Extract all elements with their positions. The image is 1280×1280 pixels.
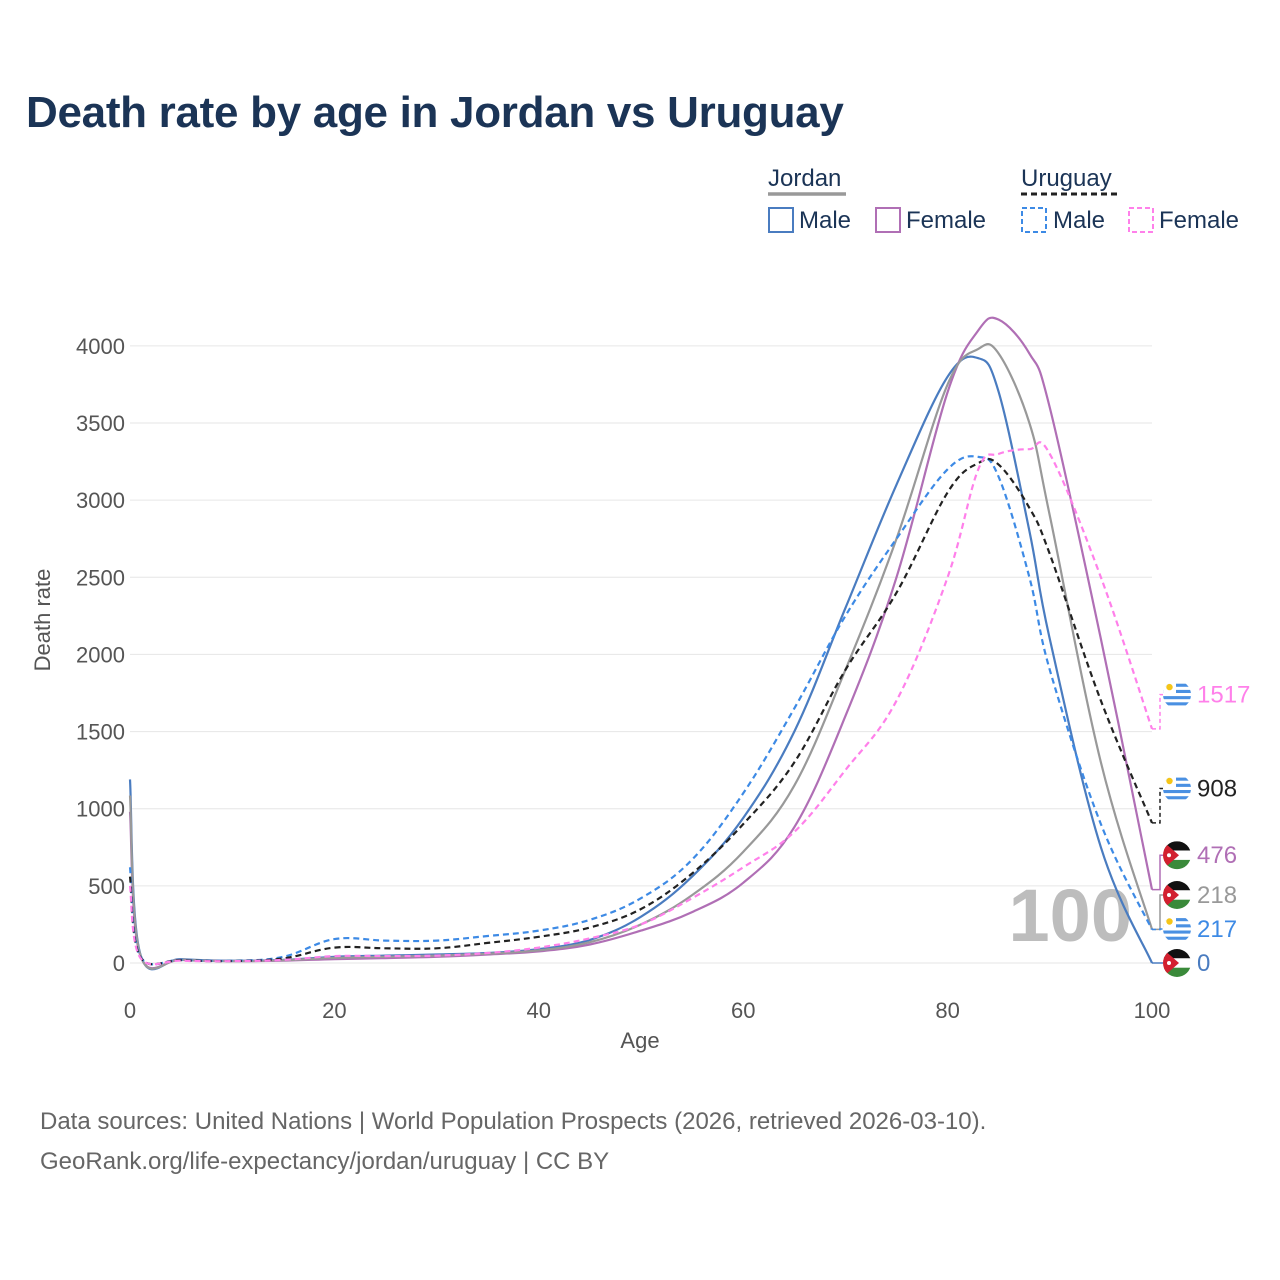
y-tick-label: 3500 bbox=[76, 411, 125, 436]
y-tick-label: 2000 bbox=[76, 642, 125, 667]
footer-sources: Data sources: United Nations | World Pop… bbox=[40, 1108, 987, 1135]
jordan-flag-icon bbox=[1163, 881, 1191, 909]
uruguay-flag-icon bbox=[1163, 680, 1191, 709]
legend-group-uruguay[interactable]: Uruguay Male Female bbox=[1021, 165, 1239, 234]
series-line-jordan-female[interactable] bbox=[128, 316, 1154, 970]
end-label-connector bbox=[1152, 928, 1163, 931]
x-tick-label: 60 bbox=[731, 998, 755, 1023]
x-tick-label: 0 bbox=[124, 998, 136, 1023]
legend-uruguay-female-label: Female bbox=[1159, 207, 1239, 234]
x-tick-label: 40 bbox=[527, 998, 551, 1023]
legend-jordan-male-swatch bbox=[768, 207, 794, 233]
legend-group-jordan[interactable]: Jordan Male Female bbox=[768, 165, 986, 234]
end-label-value: 1517 bbox=[1197, 682, 1250, 709]
end-label-connector bbox=[1152, 854, 1163, 891]
gridlines bbox=[130, 345, 1152, 964]
y-axis-title: Death rate bbox=[30, 569, 55, 672]
y-tick-label: 1000 bbox=[76, 797, 125, 822]
footer-credit[interactable]: GeoRank.org/life-expectancy/jordan/urugu… bbox=[40, 1148, 610, 1175]
legend-group-uruguay-label: Uruguay bbox=[1021, 165, 1112, 192]
jordan-flag-icon bbox=[1163, 949, 1191, 977]
end-label-value: 217 bbox=[1197, 916, 1237, 943]
x-axis-title: Age bbox=[620, 1028, 659, 1053]
x-tick-label: 100 bbox=[1134, 998, 1171, 1023]
uruguay-flag-icon bbox=[1163, 774, 1191, 803]
jordan-flag-icon bbox=[1163, 841, 1191, 870]
y-tick-label: 500 bbox=[88, 874, 125, 899]
series-line-jordan-male[interactable] bbox=[128, 355, 1154, 971]
y-tick-label: 2500 bbox=[76, 565, 125, 590]
end-label-connector bbox=[1152, 894, 1163, 931]
x-axis-ticks: 0 20 40 60 80 100 bbox=[124, 998, 1170, 1023]
y-tick-label: 0 bbox=[113, 951, 125, 976]
series-line-uruguay-female[interactable] bbox=[128, 441, 1154, 966]
uruguay-flag-icon bbox=[1163, 915, 1191, 943]
series-line-jordan-total[interactable] bbox=[128, 343, 1154, 970]
y-tick-label: 4000 bbox=[76, 334, 125, 359]
end-label-connector bbox=[1152, 693, 1163, 730]
end-label-value: 218 bbox=[1197, 882, 1237, 909]
y-tick-label: 3000 bbox=[76, 488, 125, 513]
x-tick-label: 80 bbox=[935, 998, 959, 1023]
legend-group-jordan-label: Jordan bbox=[768, 165, 841, 192]
end-label-value: 908 bbox=[1197, 776, 1237, 803]
legend-jordan-female-label: Female bbox=[906, 207, 986, 234]
y-axis-ticks: 0 500 1000 1500 2000 2500 3000 3500 4000 bbox=[76, 334, 125, 976]
x-tick-label: 20 bbox=[322, 998, 346, 1023]
legend-uruguay-female-swatch bbox=[1128, 207, 1154, 233]
series-line-uruguay-male[interactable] bbox=[128, 455, 1153, 966]
legend-jordan-male-label: Male bbox=[799, 207, 851, 234]
legend-uruguay-male-swatch bbox=[1021, 207, 1047, 233]
chart-title: Death rate by age in Jordan vs Uruguay bbox=[26, 88, 844, 137]
y-tick-label: 1500 bbox=[76, 720, 125, 745]
series-line-uruguay-total[interactable] bbox=[128, 457, 1154, 966]
end-label-value: 476 bbox=[1197, 842, 1237, 869]
series-lines bbox=[128, 316, 1154, 971]
end-labels: 1517 908 476 218 217 0 bbox=[1152, 680, 1250, 977]
end-label-connector bbox=[1152, 787, 1163, 824]
legend: Jordan Male Female Uruguay Male Female bbox=[768, 165, 1239, 234]
legend-uruguay-male-label: Male bbox=[1053, 207, 1105, 234]
age-watermark: 100 bbox=[1009, 874, 1132, 957]
legend-jordan-female-swatch bbox=[875, 207, 901, 233]
end-label-value: 0 bbox=[1197, 950, 1210, 977]
